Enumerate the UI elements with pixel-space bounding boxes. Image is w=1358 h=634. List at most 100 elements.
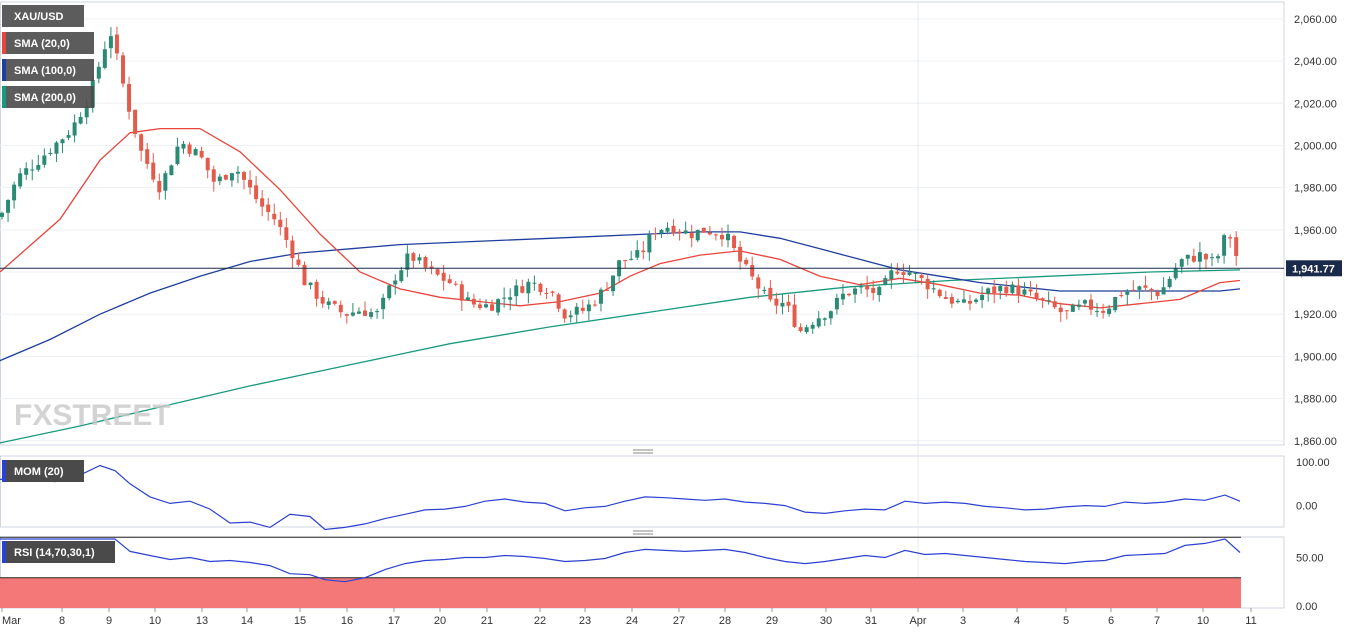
candle-body <box>1004 286 1009 294</box>
candle-body <box>653 233 658 235</box>
candle-body <box>229 173 234 181</box>
candle-body <box>629 258 634 260</box>
candle-body <box>496 299 501 313</box>
mom-label: MOM (20) <box>14 466 64 478</box>
candle-body <box>623 260 628 262</box>
candle-body <box>417 257 422 261</box>
y-tick-label: 1,900.00 <box>1294 351 1337 363</box>
candle-body <box>1034 292 1039 299</box>
candle-body <box>411 253 416 261</box>
candle-body <box>701 227 706 233</box>
candle-body <box>719 234 724 240</box>
candle-body <box>387 285 392 299</box>
candle-body <box>768 287 773 300</box>
candle-body <box>804 327 809 333</box>
candle-body <box>157 181 162 193</box>
candle-body <box>108 36 113 49</box>
candle-body <box>598 289 603 304</box>
candle-body <box>266 204 271 213</box>
candle-body <box>562 309 567 319</box>
candle-body <box>453 283 458 285</box>
candle-body <box>641 250 646 253</box>
rsi-line <box>0 538 1241 583</box>
candle-body <box>121 55 125 84</box>
x-tick-label: 15 <box>294 615 306 627</box>
candle-body <box>465 297 470 301</box>
candle-body <box>260 198 265 207</box>
candle-body <box>907 272 912 275</box>
candle-body <box>363 310 367 316</box>
candle-body <box>326 301 331 306</box>
candle-body <box>290 240 295 259</box>
candle-body <box>1203 254 1208 260</box>
candle-body <box>423 256 428 268</box>
candle-body <box>54 142 59 154</box>
candle-body <box>1101 310 1106 313</box>
candle-body <box>399 270 404 282</box>
candle-body <box>84 106 89 118</box>
candle-body <box>302 264 307 286</box>
candle-body <box>375 311 380 313</box>
candle-body <box>429 266 434 269</box>
candle-body <box>1222 235 1227 256</box>
x-tick-label: 31 <box>865 615 877 627</box>
candle-body <box>538 283 543 293</box>
candle-body <box>998 286 1003 292</box>
x-tick-label: 20 <box>434 615 446 627</box>
candle-body <box>961 299 966 303</box>
candle-body <box>744 259 749 265</box>
candle-body <box>853 288 858 295</box>
momentum-pane <box>0 464 1241 531</box>
rsi-oversold-zone <box>0 577 1241 608</box>
x-tick-label: 7 <box>1154 615 1160 627</box>
candle-body <box>1058 307 1063 313</box>
candle-body <box>96 66 101 79</box>
x-tick-label: 30 <box>820 615 832 627</box>
candle-body <box>568 315 573 318</box>
candle-body <box>689 232 694 239</box>
y-tick-label: 1,960.00 <box>1294 225 1337 237</box>
indicator-label: SMA (100,0) <box>14 65 76 77</box>
candle-body <box>526 281 531 294</box>
candle-body <box>1149 288 1154 292</box>
candle-body <box>1046 300 1051 302</box>
candle-body <box>1179 259 1184 267</box>
last-price-badge <box>1286 260 1342 277</box>
candle-body <box>393 280 398 285</box>
candle-body <box>683 230 688 234</box>
candle-body <box>36 164 41 170</box>
candle-body <box>6 199 11 213</box>
y-tick-label: 2,040.00 <box>1294 56 1337 68</box>
x-tick-label: 10 <box>1197 615 1209 627</box>
candle-body <box>901 272 906 275</box>
rsi-label: RSI (14,70,30,1) <box>14 547 95 559</box>
candle-body <box>762 289 767 291</box>
candle-body <box>127 84 132 112</box>
candle-body <box>1022 289 1027 295</box>
candle-body <box>441 272 446 281</box>
mom-y-tick-label: 0.00 <box>1296 501 1317 513</box>
candle-body <box>847 293 851 296</box>
candle-body <box>677 231 682 233</box>
candle-body <box>1167 278 1172 288</box>
candle-body <box>556 294 561 309</box>
candle-body <box>877 286 882 296</box>
candle-body <box>369 312 374 317</box>
mom-line <box>0 464 1241 531</box>
candle-body <box>133 109 138 135</box>
candle-body <box>356 311 361 314</box>
candle-body <box>272 213 277 220</box>
candle-body <box>580 307 585 311</box>
candle-body <box>30 169 35 171</box>
candle-body <box>205 157 210 171</box>
candle-body <box>895 271 900 274</box>
candle-body <box>665 227 670 232</box>
candle-body <box>1010 284 1015 293</box>
candle-body <box>163 173 168 191</box>
candle-body <box>320 297 325 304</box>
indicator-legend <box>2 59 94 81</box>
candle-body <box>484 304 488 308</box>
candle-body <box>1197 252 1202 262</box>
x-tick-label: Apr <box>909 615 926 627</box>
sma-100-line <box>0 231 1241 362</box>
